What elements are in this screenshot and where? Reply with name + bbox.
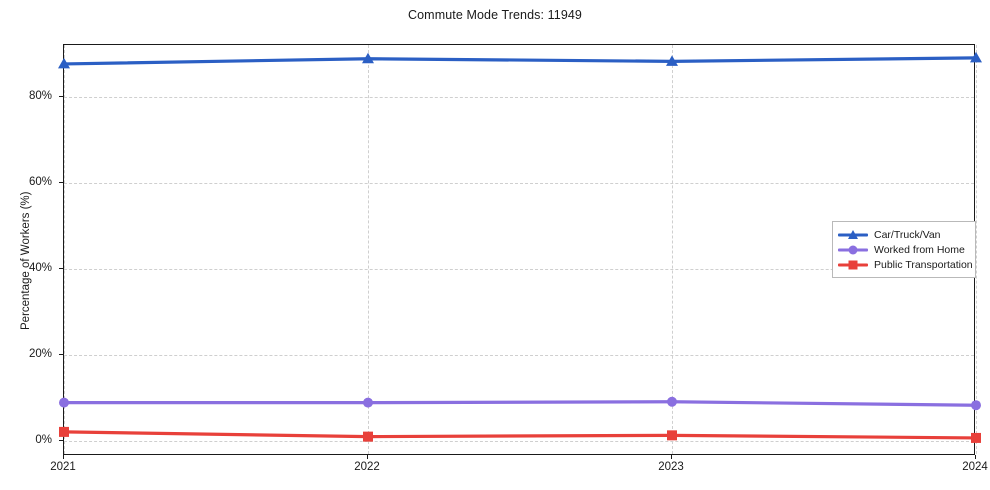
grid-line-horizontal bbox=[64, 440, 974, 442]
y-axis-tick-label: 40% bbox=[28, 261, 52, 274]
grid-line-horizontal bbox=[64, 268, 974, 270]
grid-line-vertical bbox=[64, 45, 65, 454]
legend-label: Public Transportation bbox=[874, 258, 973, 271]
x-axis-tick-mark bbox=[63, 455, 64, 459]
series-2 bbox=[59, 396, 981, 411]
x-axis-tick-mark bbox=[975, 455, 976, 459]
x-axis-tick-label: 2024 bbox=[962, 461, 988, 473]
series-line bbox=[62, 400, 978, 407]
grid-line-horizontal bbox=[64, 96, 974, 98]
grid-line-vertical bbox=[976, 45, 977, 454]
legend-swatch bbox=[838, 228, 868, 242]
x-axis-tick-label: 2022 bbox=[354, 461, 380, 473]
x-axis-tick-mark bbox=[671, 455, 672, 459]
x-axis-tick-mark bbox=[367, 455, 368, 459]
grid-line-vertical bbox=[368, 45, 369, 454]
grid-line-vertical bbox=[672, 45, 673, 454]
legend-label: Car/Truck/Van bbox=[874, 228, 941, 241]
series-3 bbox=[59, 426, 981, 443]
series-lines bbox=[58, 51, 982, 443]
data-point-marker bbox=[59, 397, 69, 408]
x-axis-tick-label: 2021 bbox=[50, 461, 76, 473]
y-axis-tick-mark bbox=[59, 181, 63, 183]
y-axis-tick-mark bbox=[59, 439, 63, 441]
grid-line-horizontal bbox=[64, 354, 974, 356]
legend-item-1[interactable]: Car/Truck/Van bbox=[838, 227, 969, 242]
y-axis-tick-label: 0% bbox=[35, 433, 52, 446]
data-point-marker bbox=[362, 52, 374, 64]
legend-swatch bbox=[838, 243, 868, 257]
grid-line-horizontal bbox=[64, 182, 974, 184]
y-axis-tick-mark bbox=[59, 267, 63, 269]
plot-area bbox=[58, 44, 982, 455]
legend-item-2[interactable]: Worked from Home bbox=[838, 242, 969, 257]
data-point-marker bbox=[59, 426, 69, 437]
square-marker-icon bbox=[848, 260, 858, 269]
data-point-marker bbox=[58, 57, 70, 69]
chart-legend[interactable]: Car/Truck/Van Worked from Home Public Tran… bbox=[832, 221, 976, 278]
data-point-marker bbox=[667, 430, 677, 441]
data-point-marker bbox=[970, 51, 982, 63]
data-point-marker bbox=[363, 397, 373, 408]
y-axis-tick-mark bbox=[59, 95, 63, 97]
y-axis-tick-label: 80% bbox=[28, 89, 52, 102]
data-point-marker bbox=[363, 431, 373, 442]
series-line bbox=[62, 56, 978, 66]
legend-swatch bbox=[838, 258, 868, 272]
chart-title: Commute Mode Trends: 11949 bbox=[408, 8, 582, 22]
y-axis-tick-label: 20% bbox=[28, 347, 52, 360]
data-point-marker bbox=[971, 400, 981, 411]
series-1 bbox=[58, 51, 982, 69]
y-axis-tick-mark bbox=[59, 353, 63, 355]
legend-item-3[interactable]: Public Transportation bbox=[838, 257, 973, 272]
series-line bbox=[62, 430, 978, 440]
y-axis-tick-label: 60% bbox=[28, 175, 52, 188]
y-axis-label: Percentage of Workers (%) bbox=[20, 191, 32, 330]
triangle-marker-icon bbox=[848, 229, 858, 239]
legend-label: Worked from Home bbox=[874, 243, 965, 256]
x-axis-tick-label: 2023 bbox=[658, 461, 684, 473]
data-point-marker bbox=[971, 432, 981, 443]
data-point-marker bbox=[666, 55, 678, 66]
circle-marker-icon bbox=[848, 245, 858, 254]
data-point-marker bbox=[667, 396, 677, 407]
